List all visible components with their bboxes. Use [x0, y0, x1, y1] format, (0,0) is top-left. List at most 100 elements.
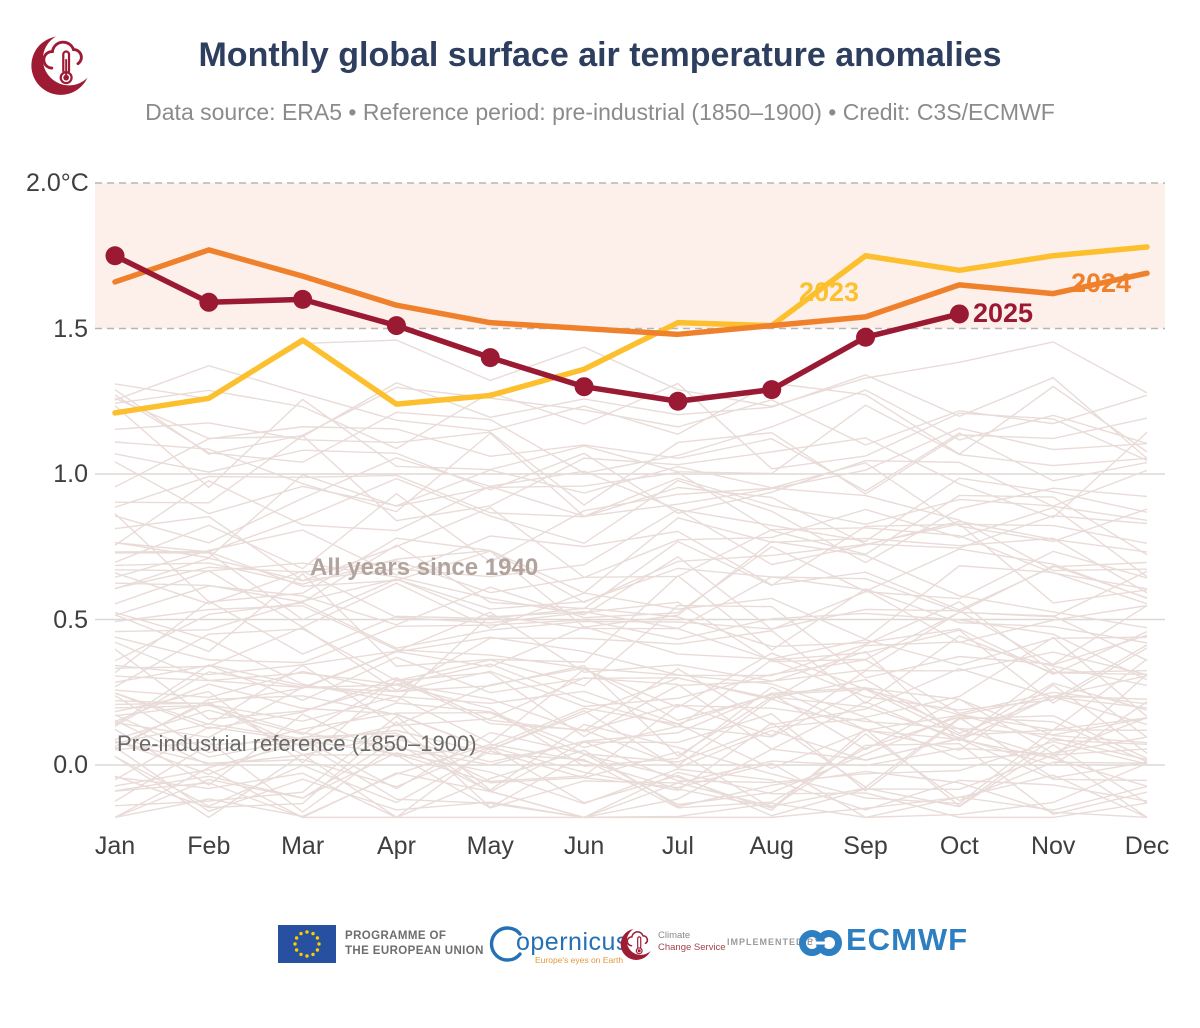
background-year-line [114, 644, 1148, 728]
x-tick-feb: Feb [187, 832, 231, 860]
background-year-line [114, 753, 1148, 819]
background-year-line [114, 738, 1148, 819]
background-year-line [114, 772, 1148, 819]
background-year-line [114, 719, 1148, 809]
c3s-service-label: Climate Change Service [658, 930, 726, 953]
data-point-2025-Apr [386, 316, 406, 336]
y-tick-1.5: 1.5 [53, 314, 88, 343]
annotation-all-years: All years since 1940 [310, 554, 539, 581]
implemented-by-label: IMPLEMENTED BY [727, 937, 822, 947]
data-point-2025-Jan [105, 246, 125, 266]
chart-title: Monthly global surface air temperature a… [198, 36, 1002, 74]
background-year-line [114, 701, 1148, 783]
background-year-line [114, 431, 1148, 522]
series-line-2024 [112, 247, 1150, 338]
copernicus-tagline: Europe's eyes on Earth [535, 955, 624, 965]
y-tick-0.5: 0.5 [53, 605, 88, 634]
background-year-line [114, 667, 1148, 749]
background-year-line [114, 683, 1148, 769]
background-year-line [114, 641, 1148, 702]
series-line-2023 [112, 244, 1150, 416]
x-tick-oct: Oct [939, 832, 979, 860]
background-year-line [114, 715, 1148, 807]
data-point-2025-Feb [199, 292, 219, 312]
y-tick-1: 1.0 [53, 460, 88, 488]
x-tick-nov: Nov [1030, 832, 1076, 860]
eu-programme-label: PROGRAMME OF THE EUROPEAN UNION [345, 930, 484, 957]
background-year-line [114, 612, 1148, 681]
background-year-line [114, 576, 1148, 644]
background-year-line [114, 364, 1148, 455]
data-point-2025-Jul [668, 391, 688, 411]
background-year-line [114, 426, 1148, 492]
copernicus-wordmark: opernicus [516, 928, 629, 956]
y-tick-2: 2.0°C [26, 169, 89, 197]
background-year-line [114, 513, 1148, 604]
data-point-2025-Jun [574, 377, 594, 397]
background-year-line [114, 684, 1148, 767]
x-tick-aug: Aug [749, 832, 794, 860]
band-1p5-2p0 [95, 183, 1165, 329]
c3s-mini-logo-icon [620, 923, 654, 963]
background-year-line [114, 659, 1148, 715]
background-year-line [114, 742, 1148, 819]
background-year-line [114, 389, 1148, 474]
background-year-line [114, 398, 1148, 489]
x-tick-jan: Jan [94, 832, 136, 860]
annotation-pre-industrial: Pre-industrial reference (1850–1900) [117, 731, 477, 756]
background-year-line [114, 470, 1148, 546]
background-year-line [114, 427, 1148, 518]
chart-subtitle: Data source: ERA5 • Reference period: pr… [145, 99, 1055, 125]
background-year-line [114, 374, 1148, 459]
background-year-line [114, 648, 1148, 737]
series-label-2025: 2025 [973, 298, 1034, 328]
background-year-line [114, 626, 1148, 705]
series-line-2025 [112, 253, 963, 404]
background-year-line [114, 604, 1148, 688]
background-year-line [114, 461, 1148, 543]
x-tick-jul: Jul [661, 832, 694, 860]
background-year-line [114, 695, 1148, 763]
data-point-2025-Oct [949, 304, 969, 324]
x-tick-dec: Dec [1124, 832, 1170, 860]
background-year-line [114, 474, 1148, 549]
background-year-line [114, 552, 1148, 621]
ecmwf-wordmark: ECMWF [846, 922, 969, 957]
background-year-line [114, 550, 1148, 631]
background-year-line [114, 738, 1148, 819]
background-year-line [114, 457, 1148, 544]
eu-flag-icon [278, 925, 336, 963]
background-year-line [114, 746, 1148, 819]
background-year-line [114, 720, 1148, 812]
background-year-line [114, 636, 1148, 718]
background-year-line [114, 625, 1148, 689]
background-year-line [114, 678, 1148, 767]
y-tick-0: 0.0 [53, 751, 88, 779]
x-tick-apr: Apr [377, 832, 416, 860]
data-point-2025-May [480, 348, 500, 368]
background-year-line [114, 517, 1148, 594]
series-label-2023: 2023 [799, 277, 860, 307]
background-year-line [114, 471, 1148, 559]
background-year-line [114, 386, 1148, 455]
background-year-line [114, 529, 1148, 611]
data-point-2025-Aug [762, 380, 782, 400]
ecmwf-logo-icon [799, 930, 842, 956]
background-year-line [114, 477, 1148, 564]
data-point-2025-Mar [293, 289, 313, 309]
copernicus-c-icon [489, 926, 522, 962]
data-point-2025-Sep [856, 327, 876, 347]
background-year-line [114, 746, 1148, 819]
background-year-line [114, 600, 1148, 675]
x-tick-may: May [466, 832, 514, 860]
background-year-line [114, 750, 1148, 819]
background-year-line [114, 382, 1148, 470]
x-tick-sep: Sep [843, 832, 888, 860]
background-year-line [114, 652, 1148, 744]
background-year-line [114, 611, 1148, 682]
background-year-line [114, 506, 1148, 594]
background-year-line [114, 508, 1148, 582]
background-year-line [114, 449, 1148, 521]
series-label-2024: 2024 [1071, 268, 1132, 298]
